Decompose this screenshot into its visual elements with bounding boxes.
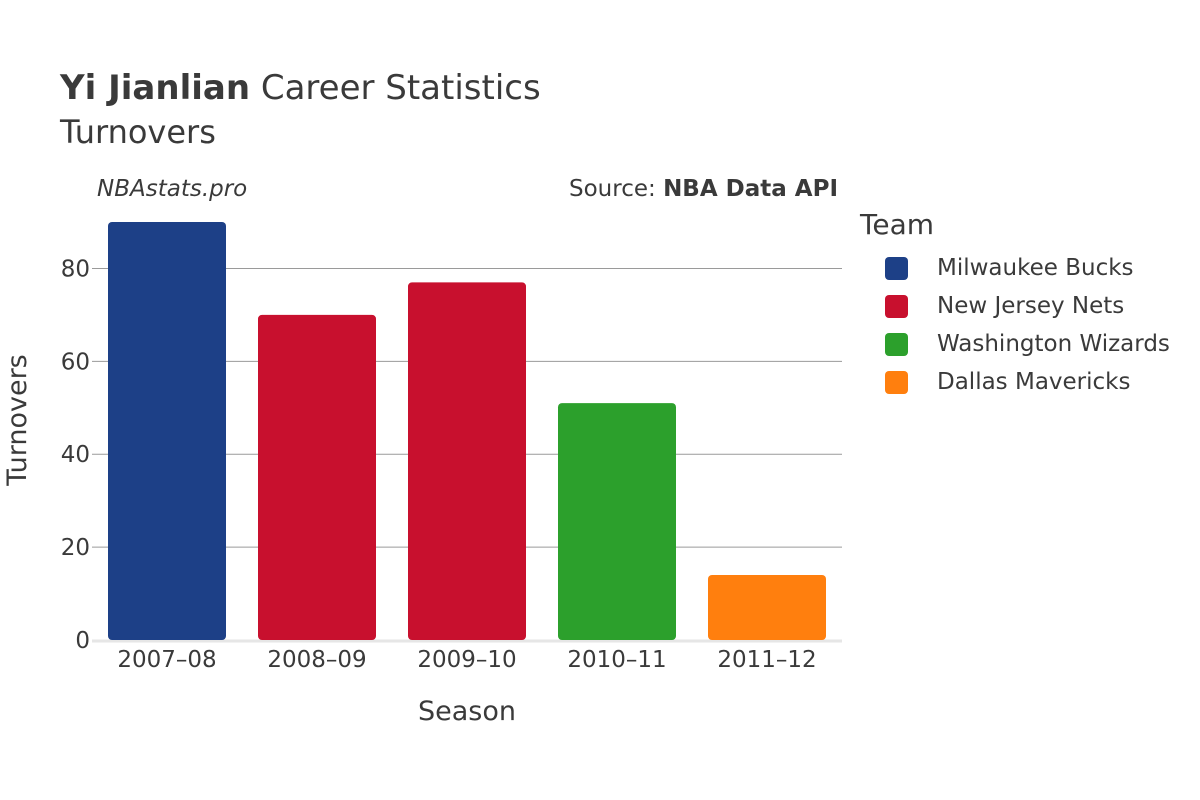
y-axis-label: Turnovers [2,354,33,487]
source-credit: Source: NBA Data API [569,176,838,202]
x-axis-ticks: 2007–08 2008–09 2009–10 2010–11 2011–12 [117,647,816,673]
x-tick-label: 2010–11 [567,647,666,673]
bar-2009–10[interactable] [408,282,526,640]
title-suffix: Career Statistics [250,68,541,108]
legend-item-milwaukee-bucks[interactable]: Milwaukee Bucks [885,249,1170,287]
legend-item-new-jersey-nets[interactable]: New Jersey Nets [885,287,1170,325]
legend-swatch [885,294,908,318]
source-name: NBA Data API [663,176,838,202]
x-tick-label: 2008–09 [267,647,366,673]
watermark: NBAstats.pro [97,176,248,202]
title-player-name: Yi Jianlian [60,68,251,108]
bar-2008–09[interactable] [258,314,376,640]
bar-2011–12[interactable] [708,574,826,640]
legend-swatch [885,370,908,394]
y-tick-label: 0 [75,628,90,654]
y-tick-label: 40 [61,442,90,468]
y-tick-label: 20 [61,535,90,561]
x-axis-label: Season [418,696,516,727]
legend-swatch [885,332,908,356]
chart-title: Yi Jianlian Career Statistics [60,66,541,110]
y-tick-label: 60 [61,349,90,375]
legend-label: New Jersey Nets [937,293,1125,319]
legend-label: Washington Wizards [937,331,1170,357]
legend-title: Team [860,208,935,241]
legend-label: Milwaukee Bucks [937,255,1134,281]
legend-label: Dallas Mavericks [937,369,1131,395]
y-tick-label: 80 [61,256,90,282]
y-axis-ticks: 0 20 40 60 80 [61,256,90,654]
bar-2010–11[interactable] [558,403,676,640]
chart-subtitle: Turnovers [60,113,216,151]
legend-item-dallas-mavericks[interactable]: Dallas Mavericks [885,363,1170,401]
x-tick-label: 2011–12 [717,647,816,673]
x-tick-label: 2009–10 [417,647,516,673]
bar-2007–08[interactable] [108,222,226,640]
legend-item-washington-wizards[interactable]: Washington Wizards [885,325,1170,363]
bars [108,222,826,640]
legend: Team Milwaukee Bucks New Jersey Nets Was… [860,208,1170,401]
x-tick-label: 2007–08 [117,647,216,673]
source-prefix: Source: [569,176,664,202]
legend-swatch [885,256,908,280]
